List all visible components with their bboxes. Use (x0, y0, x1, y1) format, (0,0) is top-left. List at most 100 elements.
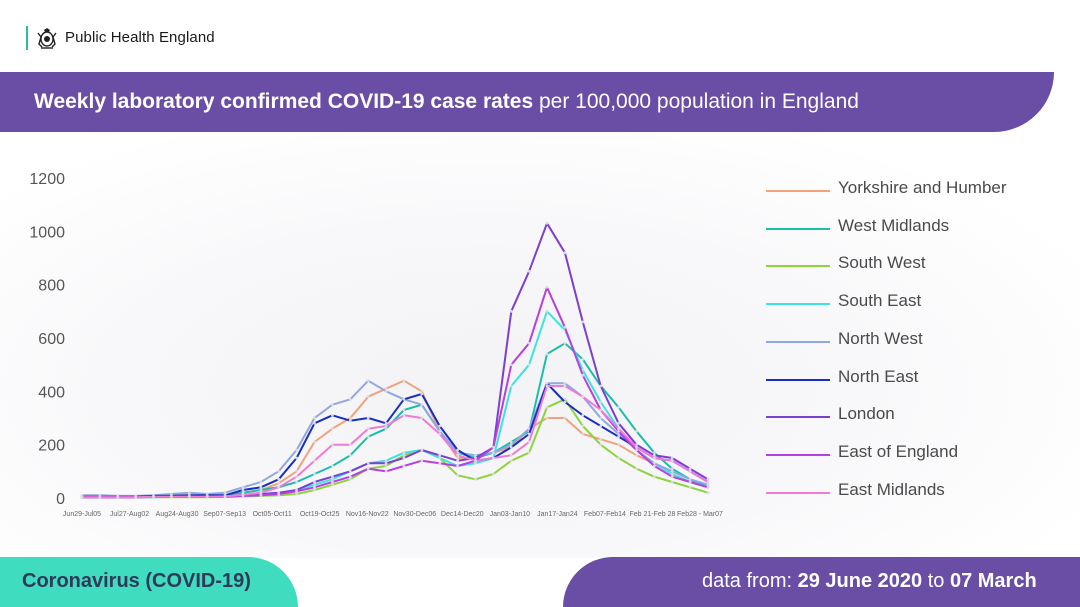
y-tick-label: 1200 (29, 171, 65, 188)
data-point (545, 352, 549, 356)
footer-topic-banner: Coronavirus (COVID-19) (0, 557, 298, 607)
x-tick-label: Nov16-Nov22 (346, 511, 389, 518)
data-point (509, 445, 513, 449)
title-band: Weekly laboratory confirmed COVID-19 cas… (0, 72, 1054, 132)
data-point (313, 488, 316, 492)
data-point (617, 427, 620, 431)
data-point (652, 453, 656, 457)
legend-item: Yorkshire and Humber (766, 176, 1066, 206)
y-tick-label: 0 (56, 491, 65, 508)
data-point (617, 405, 620, 409)
legend-item: London (766, 402, 1066, 432)
data-point (170, 495, 173, 499)
data-point (438, 456, 442, 460)
data-point (348, 477, 352, 481)
data-point (599, 384, 603, 388)
data-point (492, 451, 495, 455)
data-point (563, 381, 567, 385)
data-point (420, 392, 424, 396)
data-point (545, 416, 549, 420)
data-point (295, 456, 298, 460)
logo-accent-bar (26, 26, 28, 50)
data-point (384, 469, 388, 473)
data-point (134, 495, 138, 499)
x-tick-label: Nov30-Dec06 (393, 511, 436, 518)
date-range-to: to (927, 570, 945, 592)
data-point (652, 451, 656, 455)
data-point (295, 475, 298, 479)
data-point (706, 480, 710, 484)
chart-title: Weekly laboratory confirmed COVID-19 cas… (34, 90, 859, 114)
data-point (474, 477, 477, 481)
data-point (438, 429, 442, 433)
x-tick-label: Oct05-Oct11 (253, 511, 292, 518)
data-point (688, 480, 692, 484)
data-point (545, 381, 549, 385)
y-tick-label: 800 (38, 278, 65, 295)
data-point (402, 464, 406, 468)
data-point (402, 397, 406, 401)
x-tick-label: Dec14-Dec20 (441, 511, 484, 518)
data-point (277, 477, 281, 481)
data-point (509, 363, 513, 367)
data-point (241, 491, 245, 495)
data-point (313, 459, 316, 463)
legend-label: South West (838, 253, 926, 273)
data-point (384, 427, 388, 431)
x-tick-label: Feb 21-Feb 28 (630, 511, 676, 518)
data-point (509, 384, 513, 388)
data-point (599, 437, 603, 441)
data-point (563, 251, 567, 255)
data-point (187, 491, 191, 495)
header: Public Health England (0, 0, 1080, 72)
data-point (545, 221, 549, 225)
data-point (563, 341, 567, 345)
royal-crest-icon (37, 28, 57, 49)
data-point (348, 419, 352, 423)
data-point (331, 483, 334, 487)
data-point (599, 424, 603, 428)
data-point (313, 472, 316, 476)
data-point (313, 485, 316, 489)
data-point (652, 456, 656, 460)
y-tick-label: 400 (38, 384, 65, 401)
data-point (384, 461, 388, 465)
data-point (348, 469, 352, 473)
data-point (348, 475, 352, 479)
data-point (277, 492, 281, 496)
data-point (652, 475, 656, 479)
data-point (670, 480, 674, 484)
data-point (474, 461, 477, 465)
series-east-midlands (80, 384, 710, 499)
data-point (438, 453, 442, 457)
y-tick-label: 600 (38, 331, 65, 348)
series-north-east (80, 381, 710, 499)
data-point (348, 443, 352, 447)
series-east-of-england (80, 285, 710, 499)
data-point (706, 491, 710, 495)
legend-item: East of England (766, 440, 1066, 470)
data-point (259, 488, 263, 492)
data-point (599, 443, 603, 447)
data-point (456, 453, 459, 457)
data-point (563, 384, 567, 388)
data-point (581, 357, 585, 361)
data-point (402, 379, 406, 383)
data-point (670, 469, 674, 473)
data-point (474, 456, 477, 460)
data-point (527, 363, 531, 367)
data-point (331, 413, 334, 417)
series-line (82, 379, 709, 497)
data-point (688, 485, 692, 489)
data-point (331, 427, 334, 431)
date-range-start: 29 June 2020 (797, 570, 923, 592)
data-point (492, 445, 495, 449)
series-north-west (80, 379, 710, 498)
data-point (438, 424, 442, 428)
data-point (617, 443, 620, 447)
data-point (313, 483, 316, 487)
series-line (82, 379, 709, 498)
data-point (652, 461, 656, 465)
data-point (152, 495, 155, 499)
data-point (331, 480, 334, 484)
